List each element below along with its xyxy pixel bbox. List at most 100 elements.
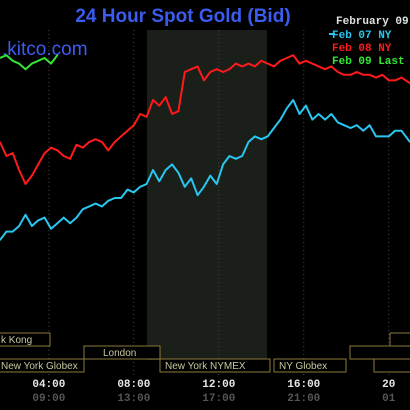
series-0-point-49: [311, 118, 314, 121]
session-hongkong: [0, 332, 51, 347]
x-tick-secondary-4: 01: [382, 393, 396, 405]
series-1-point-10: [62, 155, 65, 157]
series-1-point-62: [394, 79, 396, 82]
series-0-point-39: [247, 141, 250, 143]
series-0-point-62: [394, 130, 396, 132]
series-1-point-61: [388, 79, 390, 82]
session-nyglobex-1: [0, 358, 85, 373]
series-0-point-19: [120, 197, 122, 199]
x-axis-ticks: 04:00 09:00 08:00 13:00 12:00 17:00 16:00 21:00…: [32, 379, 395, 405]
session-nyglobex-2-label: NY Globex: [279, 361, 327, 372]
series-1-point-21: [133, 124, 135, 126]
series-0-point-17: [107, 200, 110, 202]
series-0-point-0: [0, 239, 1, 241]
legend-feb09: Feb 09 Last: [332, 56, 405, 68]
series-0-point-45: [286, 107, 288, 110]
series-1-point-2: [11, 152, 14, 154]
legend-feb08: Feb 08 NY: [332, 43, 392, 55]
series-0-point-6: [37, 219, 39, 222]
series-0-point-40: [254, 135, 256, 138]
series-0-point-10: [62, 216, 65, 219]
legend-feb07: Feb 07 NY: [332, 30, 392, 42]
series-0-point-55: [349, 127, 352, 129]
session-bar-end-2: [389, 332, 410, 347]
series-1-point-30: [190, 68, 192, 70]
series-0-point-46: [292, 99, 295, 101]
series-0-point-47: [298, 113, 301, 115]
series-1-point-28: [177, 110, 180, 112]
series-1-point-51: [324, 68, 326, 70]
series-1-point-53: [337, 71, 339, 73]
series-1-point-5: [31, 174, 33, 177]
series-1-point-56: [356, 71, 358, 73]
x-tick-primary-1: 08:00: [117, 379, 150, 391]
series-0-point-63: [400, 130, 403, 132]
series-0-point-34: [215, 183, 218, 185]
series-1-point-46: [292, 54, 295, 56]
series-1-point-25: [158, 104, 161, 107]
series-1-point-60: [381, 74, 384, 76]
series-2-point-2: [11, 60, 14, 62]
series-1-point-23: [145, 116, 148, 118]
series-0-point-52: [330, 113, 333, 115]
series-1-point-9: [56, 149, 59, 152]
series-0-point-48: [305, 104, 307, 107]
series-0-point-20: [126, 188, 129, 191]
series-1: [0, 54, 410, 185]
series-0-point-16: [101, 205, 103, 208]
series-0-point-15: [94, 202, 97, 205]
series-0-point-30: [190, 177, 192, 180]
series-1-point-52: [330, 65, 333, 68]
series-1-point-22: [139, 113, 141, 115]
x-tick-secondary-1: 13:00: [117, 393, 150, 405]
session-nymex: [159, 358, 271, 373]
series-2-point-7: [43, 57, 46, 59]
series-0-point-42: [266, 135, 269, 138]
series-1-point-31: [196, 65, 199, 68]
series-0-point-25: [158, 180, 161, 182]
series-0-point-31: [196, 194, 199, 196]
chart-title: 24 Hour Spot Gold (Bid): [75, 6, 290, 27]
series-0-point-22: [139, 186, 141, 188]
series-1-point-14: [88, 141, 90, 143]
kitco-brand: .kitco.com: [2, 39, 88, 60]
series-0-point-18: [113, 197, 116, 199]
session-hongkong-label: k Kong: [1, 335, 32, 346]
series-1-point-3: [18, 169, 20, 171]
series-2-point-8: [50, 62, 52, 65]
series-1-point-49: [311, 62, 314, 65]
series-0-point-54: [343, 124, 345, 126]
series-2-point-5: [31, 62, 33, 65]
grid: [48, 30, 390, 375]
series-1-point-12: [75, 144, 78, 146]
series-0: [0, 99, 410, 241]
x-tick-primary-4: 20: [382, 379, 395, 391]
series-1-point-13: [82, 146, 84, 149]
x-tick-secondary-0: 09:00: [32, 393, 65, 405]
series-1-point-7: [43, 152, 46, 154]
series-2-point-1: [5, 54, 8, 56]
series-0-point-11: [69, 222, 71, 224]
series-1-point-58: [368, 74, 371, 76]
series-0-point-38: [241, 155, 243, 157]
series-2: [0, 54, 59, 71]
series-1-point-8: [50, 146, 52, 149]
series-0-point-28: [177, 172, 180, 174]
session-london: [83, 345, 161, 360]
series-1-point-41: [260, 60, 263, 62]
legend: Feb 07 NY Feb 08 NY Feb 09 Last: [329, 30, 405, 68]
series-1-point-0: [0, 141, 1, 143]
series-0-point-23: [145, 183, 148, 185]
series-0-point-24: [152, 169, 154, 171]
series-0-point-9: [56, 222, 59, 224]
series-1-point-29: [184, 71, 186, 73]
series-0-point-60: [381, 135, 384, 138]
series-1-point-48: [305, 60, 307, 62]
series-1-point-1: [5, 155, 8, 157]
series-0-point-58: [368, 124, 371, 126]
series-0-point-41: [260, 138, 263, 140]
series-0-point-32: [203, 186, 205, 188]
x-tick-primary-0: 04:00: [32, 379, 65, 391]
series-0-point-8: [50, 228, 52, 230]
